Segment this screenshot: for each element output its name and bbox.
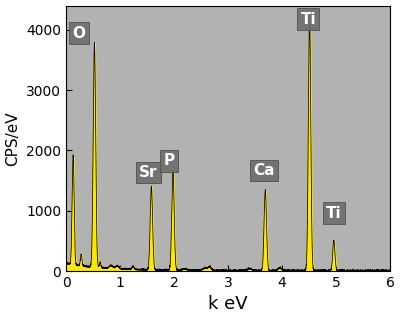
Text: O: O <box>72 26 86 41</box>
Text: Ca: Ca <box>254 163 275 178</box>
Text: Ti: Ti <box>326 206 342 221</box>
Text: Ti: Ti <box>300 12 316 27</box>
X-axis label: k eV: k eV <box>208 295 248 314</box>
Text: P: P <box>163 153 174 168</box>
Text: Sr: Sr <box>139 165 158 180</box>
Y-axis label: CPS/eV: CPS/eV <box>6 111 20 166</box>
